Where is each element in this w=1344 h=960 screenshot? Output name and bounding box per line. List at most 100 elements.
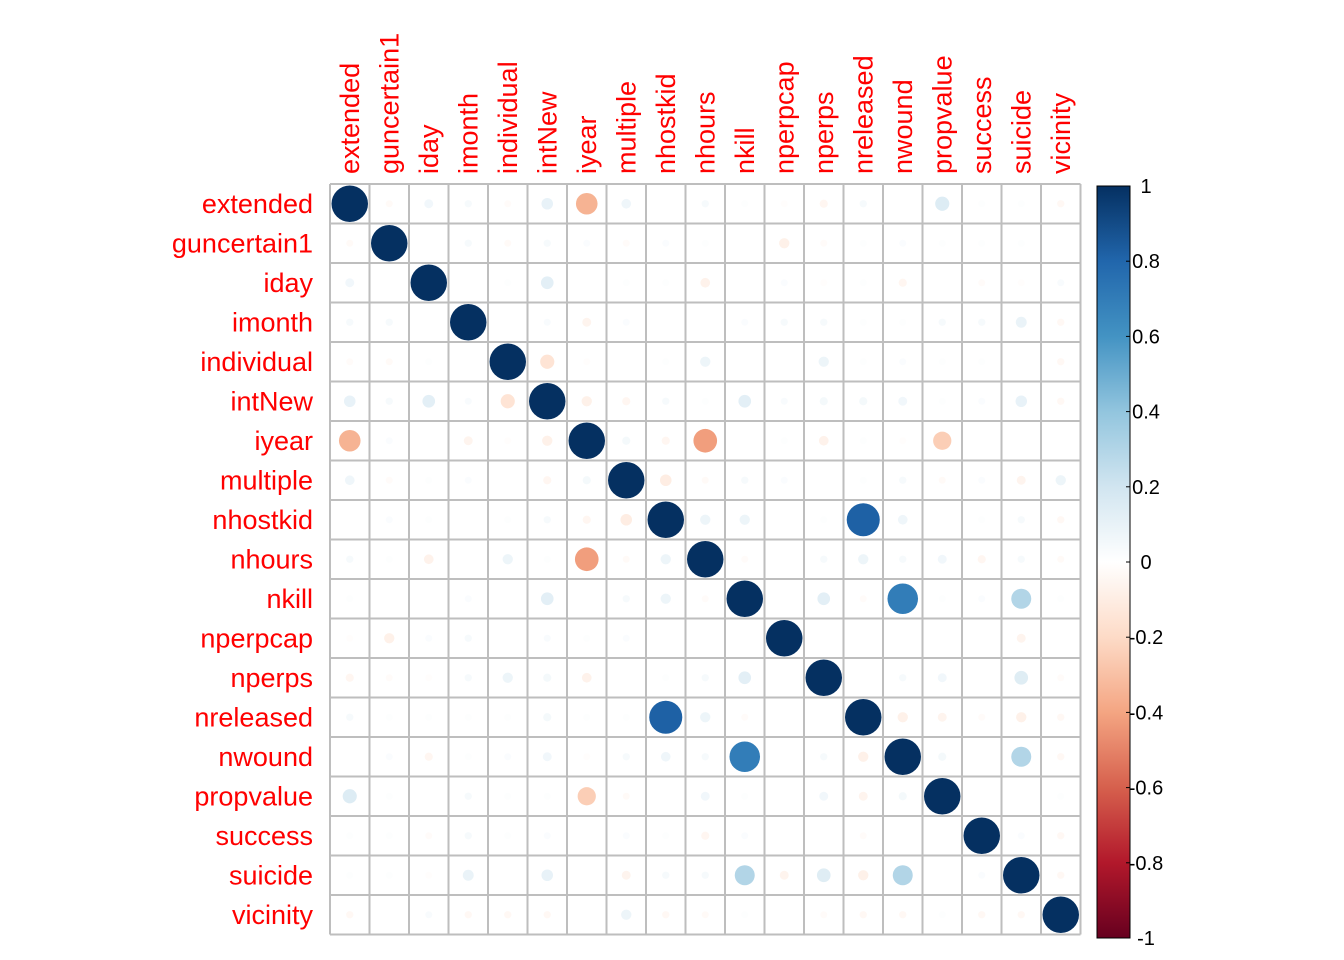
corr-circle-suicide-nreleased (858, 870, 869, 881)
corr-circle-guncertain1-individual (504, 239, 512, 247)
corr-circle-suicide-nwound (892, 865, 913, 886)
corr-circle-nwound-nkill (729, 741, 761, 773)
colorbar-tick-label: -0.4 (1129, 702, 1163, 724)
corr-circle-success-multiple (622, 832, 630, 840)
corr-circle-success-nhours (701, 831, 710, 840)
colorbar-tick-label: -1 (1137, 928, 1155, 950)
corr-circle-multiple-multiple (608, 462, 645, 499)
corr-circle-imonth-iyear (582, 317, 592, 327)
corr-circle-propvalue-vicinity (1057, 792, 1065, 800)
corr-circle-nwound-nwound (884, 738, 921, 775)
corr-circle-suicide-nkill (734, 865, 755, 886)
column-label-extended: extended (335, 63, 365, 174)
corr-circle-iyear-extended (338, 429, 361, 452)
corr-circle-nhours-nwound (899, 555, 907, 563)
corr-circle-intNew-suicide (1015, 395, 1028, 408)
corr-circle-multiple-iyear (582, 476, 591, 485)
colorbar-tick-label: 0.4 (1132, 402, 1160, 424)
corr-circle-nwound-suicide (1011, 746, 1032, 767)
corr-circle-propvalue-imonth (464, 792, 472, 800)
corr-circle-nwound-individual (504, 753, 512, 761)
corr-circle-nkill-propvalue (938, 595, 946, 603)
corr-circle-nperpcap-nperpcap (766, 620, 803, 657)
corr-circle-individual-propvalue (938, 358, 946, 366)
corr-circle-iday-vicinity (1057, 279, 1065, 287)
column-label-vicinity: vicinity (1046, 92, 1076, 174)
corr-circle-nhours-nkill (741, 555, 749, 563)
corr-circle-iday-intNew (540, 276, 554, 290)
corr-circle-nperpcap-guncertain1 (384, 633, 395, 644)
corr-circle-intNew-multiple (622, 397, 631, 406)
corr-circle-nperps-iday (425, 674, 433, 682)
corr-circle-nwound-guncertain1 (385, 753, 393, 761)
corr-circle-iyear-imonth (463, 436, 473, 446)
corr-circle-nhours-vicinity (1057, 555, 1065, 563)
corr-circle-nreleased-propvalue (937, 712, 947, 722)
row-label-iyear: iyear (254, 426, 313, 456)
corr-circle-nhours-iyear (574, 547, 599, 572)
corr-circle-nreleased-iyear (583, 713, 591, 721)
corr-circle-nperps-nkill (738, 671, 752, 685)
corr-circle-iyear-nreleased (859, 437, 867, 445)
corr-circle-nperpcap-extended (346, 634, 354, 642)
corr-circle-individual-success (978, 358, 986, 366)
corr-circle-imonth-guncertain1 (385, 318, 393, 326)
corr-circle-imonth-extended (346, 318, 354, 326)
corr-circle-nhostkid-nreleased (846, 503, 880, 537)
corr-circle-multiple-iday (425, 476, 433, 484)
corr-circle-intNew-nhostkid (662, 397, 670, 405)
corr-circle-success-vicinity (1057, 832, 1065, 840)
corr-circle-intNew-vicinity (1057, 397, 1065, 405)
corr-circle-iyear-nhours (693, 428, 718, 453)
corr-circle-guncertain1-nperps (820, 239, 828, 247)
corr-circle-nhostkid-success (978, 516, 986, 524)
corr-circle-vicinity-multiple (621, 909, 632, 920)
corr-circle-nhours-nperps (820, 555, 828, 563)
column-label-nperps: nperps (809, 91, 839, 174)
corr-circle-nhostkid-nhours (700, 514, 711, 525)
corr-circle-suicide-multiple (621, 870, 631, 880)
corr-circle-nwound-iyear (583, 753, 591, 761)
row-label-nhours: nhours (230, 544, 313, 574)
corr-circle-guncertain1-suicide (1017, 239, 1025, 247)
corr-circle-nwound-iday (424, 752, 433, 761)
corr-circle-nkill-nwound (887, 583, 919, 615)
row-label-imonth: imonth (232, 307, 313, 337)
corr-circle-guncertain1-nreleased (859, 239, 867, 247)
corr-circle-vicinity-intNew (543, 911, 551, 919)
corr-circle-nhostkid-individual (504, 516, 512, 524)
corr-circle-suicide-vicinity (1057, 871, 1065, 879)
column-label-success: success (967, 76, 997, 174)
corr-circle-nwound-vicinity (1057, 753, 1065, 761)
corr-circle-iyear-nhostkid (661, 436, 670, 445)
column-label-iday: iday (414, 124, 444, 174)
corr-circle-extended-propvalue (935, 196, 950, 211)
corr-circle-success-suicide (1017, 832, 1025, 840)
corr-circle-extended-nreleased (859, 200, 867, 208)
corr-circle-suicide-nperps (816, 868, 831, 883)
column-label-propvalue: propvalue (927, 55, 957, 174)
column-label-iyear: iyear (572, 115, 602, 174)
corr-circle-nkill-nkill (726, 580, 763, 617)
column-label-nwound: nwound (888, 79, 918, 174)
corr-circle-iday-nperpcap (780, 279, 788, 287)
corr-circle-nkill-nperps (817, 592, 831, 606)
row-label-nhostkid: nhostkid (212, 505, 313, 535)
corr-circle-nkill-suicide (1011, 588, 1032, 609)
corr-circle-individual-nperps (818, 356, 829, 367)
corr-circle-nkill-multiple (622, 595, 630, 603)
corr-circle-nhours-nhostkid (660, 554, 671, 565)
column-label-nkill: nkill (730, 127, 760, 174)
corr-circle-nhours-extended (346, 555, 354, 563)
corr-circle-imonth-intNew (543, 318, 551, 326)
corr-circle-individual-nwound (899, 358, 907, 366)
corr-circle-propvalue-nhours (700, 791, 710, 801)
corr-circle-success-nkill (741, 832, 749, 840)
corr-circle-success-guncertain1 (385, 832, 393, 840)
corr-circle-iday-nperps (820, 279, 828, 287)
corr-circle-nperps-individual (502, 672, 513, 683)
column-label-nperpcap: nperpcap (769, 61, 799, 174)
corr-circle-nperpcap-imonth (464, 634, 472, 642)
corr-circle-nhostkid-vicinity (1057, 516, 1065, 524)
corr-circle-imonth-nperpcap (780, 318, 788, 326)
